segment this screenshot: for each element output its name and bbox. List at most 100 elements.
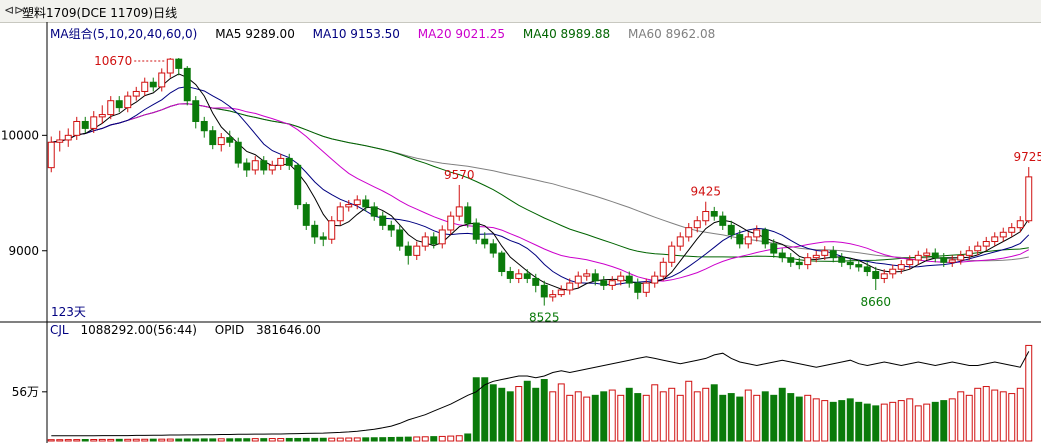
- candle-down[interactable]: [795, 261, 803, 266]
- candle-down[interactable]: [838, 257, 846, 263]
- candle-down[interactable]: [778, 252, 786, 259]
- candle-down[interactable]: [362, 199, 370, 208]
- volume-bar[interactable]: [846, 398, 854, 442]
- volume-bar[interactable]: [345, 437, 353, 442]
- candle-down[interactable]: [481, 238, 489, 245]
- volume-bar[interactable]: [217, 438, 225, 442]
- candle-down[interactable]: [430, 236, 438, 245]
- volume-bar[interactable]: [481, 377, 489, 442]
- candle-down[interactable]: [183, 67, 191, 102]
- candle-up[interactable]: [617, 275, 625, 282]
- volume-bar[interactable]: [659, 391, 667, 442]
- volume-bar[interactable]: [336, 437, 344, 442]
- candle-up[interactable]: [438, 229, 446, 245]
- volume-bar[interactable]: [438, 435, 446, 442]
- candle-down[interactable]: [175, 58, 183, 69]
- candle-up[interactable]: [73, 120, 81, 136]
- candle-down[interactable]: [625, 275, 633, 284]
- volume-bar[interactable]: [600, 391, 608, 442]
- candle-up[interactable]: [268, 164, 276, 171]
- candle-down[interactable]: [243, 162, 251, 171]
- candle-up[interactable]: [336, 206, 344, 222]
- candle-up[interactable]: [948, 259, 956, 263]
- volume-bar[interactable]: [353, 437, 361, 442]
- volume-bar[interactable]: [56, 439, 64, 442]
- volume-bar[interactable]: [1016, 387, 1024, 442]
- candle-up[interactable]: [608, 280, 616, 286]
- candle-up[interactable]: [821, 250, 829, 256]
- candle-up[interactable]: [277, 157, 285, 166]
- candle-up[interactable]: [897, 264, 905, 270]
- volume-bar[interactable]: [778, 387, 786, 442]
- candle-down[interactable]: [234, 141, 242, 164]
- candle-down[interactable]: [498, 252, 506, 273]
- volume-bar[interactable]: [642, 394, 650, 442]
- candle-up[interactable]: [693, 220, 701, 229]
- candle-up[interactable]: [447, 215, 455, 231]
- volume-bar[interactable]: [362, 437, 370, 442]
- volume-bar[interactable]: [370, 437, 378, 442]
- candle-down[interactable]: [396, 229, 404, 247]
- volume-bar[interactable]: [1025, 344, 1033, 442]
- volume-bar[interactable]: [736, 396, 744, 442]
- candle-up[interactable]: [702, 211, 710, 222]
- volume-bar[interactable]: [812, 398, 820, 442]
- volume-bar[interactable]: [617, 394, 625, 442]
- volume-bar[interactable]: [277, 438, 285, 442]
- candle-up[interactable]: [583, 273, 591, 277]
- volume-bar[interactable]: [506, 391, 514, 442]
- candle-up[interactable]: [889, 268, 897, 275]
- candle-down[interactable]: [319, 236, 327, 240]
- candle-up[interactable]: [47, 141, 55, 169]
- candle-up[interactable]: [914, 254, 922, 261]
- candle-up[interactable]: [455, 206, 463, 217]
- volume-bar[interactable]: [591, 394, 599, 442]
- volume-bar[interactable]: [268, 438, 276, 442]
- volume-bar[interactable]: [243, 438, 251, 442]
- candle-down[interactable]: [472, 222, 480, 240]
- volume-bar[interactable]: [523, 380, 531, 442]
- candle-down[interactable]: [379, 215, 387, 226]
- candle-down[interactable]: [149, 81, 157, 88]
- candle-up[interactable]: [923, 252, 931, 256]
- volume-bar[interactable]: [863, 403, 871, 442]
- ma-group-label[interactable]: MA组合(5,10,20,40,60,0): [50, 27, 198, 41]
- volume-bar[interactable]: [753, 394, 761, 442]
- volume-bar[interactable]: [115, 438, 123, 442]
- volume-bar[interactable]: [974, 387, 982, 442]
- volume-bar[interactable]: [540, 379, 548, 442]
- candle-up[interactable]: [549, 294, 557, 298]
- candle-up[interactable]: [515, 273, 523, 279]
- candle-up[interactable]: [642, 282, 650, 293]
- volume-bar[interactable]: [991, 389, 999, 442]
- volume-bar[interactable]: [676, 394, 684, 442]
- candle-up[interactable]: [991, 236, 999, 243]
- candle-down[interactable]: [600, 280, 608, 286]
- candle-down[interactable]: [591, 273, 599, 282]
- volume-bar[interactable]: [141, 438, 149, 442]
- candle-up[interactable]: [744, 236, 752, 245]
- volume-bar[interactable]: [132, 438, 140, 442]
- candle-down[interactable]: [846, 261, 854, 266]
- volume-bar[interactable]: [498, 387, 506, 442]
- volume-bar[interactable]: [464, 433, 472, 442]
- candle-up[interactable]: [557, 289, 565, 296]
- candle-up[interactable]: [1025, 176, 1033, 222]
- candle-up[interactable]: [753, 229, 761, 238]
- candle-down[interactable]: [404, 245, 412, 256]
- candle-down[interactable]: [200, 120, 208, 132]
- candle-up[interactable]: [668, 245, 676, 263]
- kline-chart[interactable]: 10000 9000 10670 9570 9425 8525 8660 9725 123天 56…: [0, 22, 1041, 443]
- candle-up[interactable]: [906, 259, 914, 266]
- volume-bar[interactable]: [999, 391, 1007, 442]
- candle-up[interactable]: [685, 227, 693, 238]
- volume-bar[interactable]: [183, 438, 191, 442]
- candle-up[interactable]: [1008, 227, 1016, 233]
- candle-up[interactable]: [812, 254, 820, 259]
- volume-bar[interactable]: [608, 389, 616, 442]
- candle-up[interactable]: [651, 275, 659, 284]
- volume-bar[interactable]: [744, 389, 752, 442]
- candle-up[interactable]: [132, 90, 140, 97]
- volume-bar[interactable]: [829, 401, 837, 442]
- candle-up[interactable]: [90, 116, 98, 129]
